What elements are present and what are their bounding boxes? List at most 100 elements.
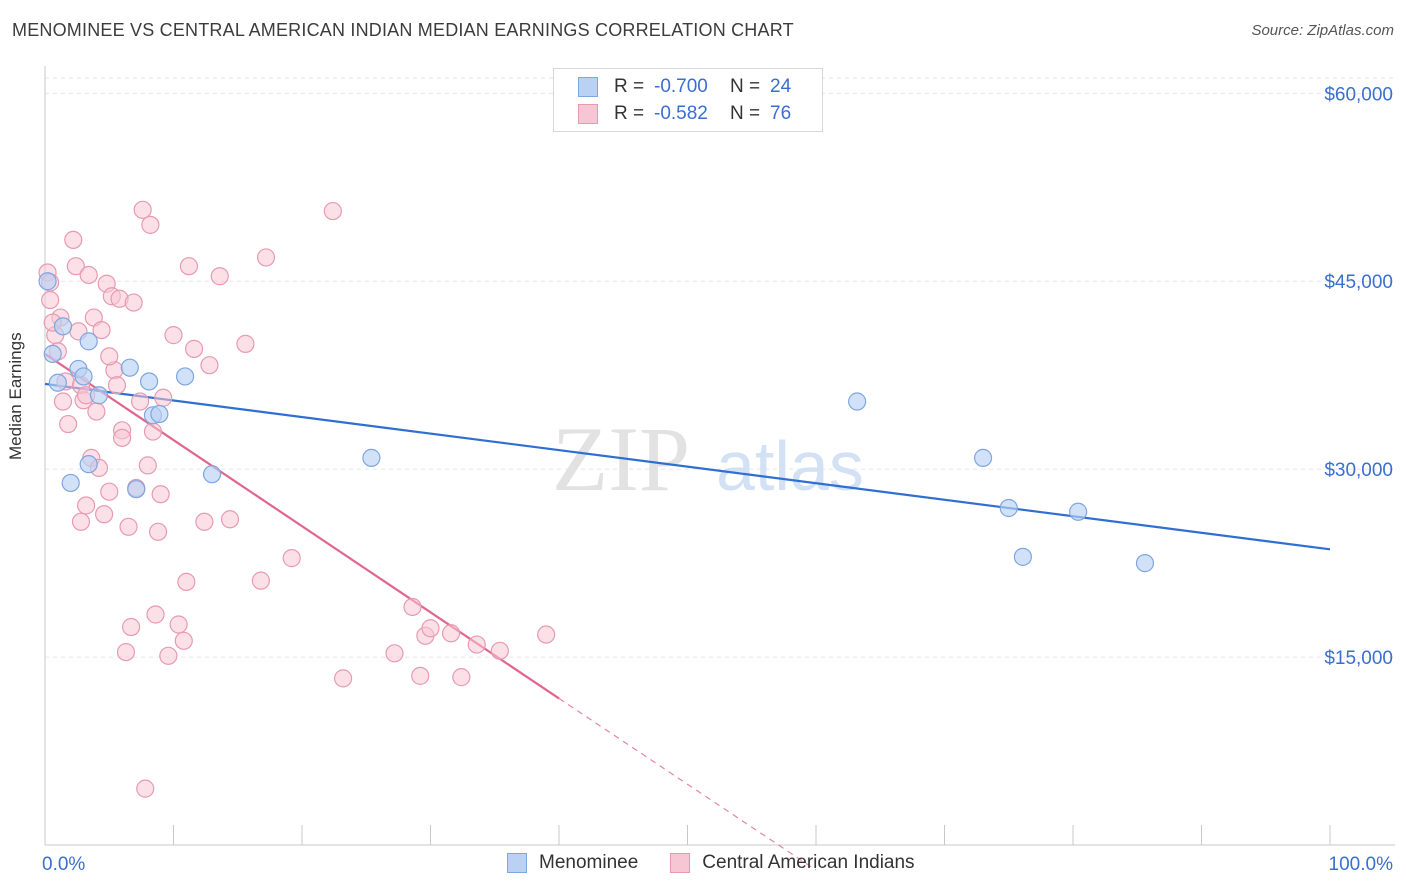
central-american-point — [119, 517, 138, 536]
central-american-point — [95, 505, 114, 524]
central-american-point — [136, 779, 155, 798]
menominee-point — [139, 372, 159, 391]
central-american-point — [146, 605, 165, 624]
central-american-point — [130, 392, 150, 411]
legend-item-menominee: Menominee — [507, 852, 638, 874]
menominee-point — [43, 344, 62, 364]
watermark-atlas: atlas — [716, 427, 864, 505]
central-american-point — [323, 201, 342, 221]
legend-n-value: 76 — [770, 103, 792, 124]
menominee-point — [150, 404, 169, 424]
central-american-point — [148, 522, 168, 541]
central-american-point — [452, 668, 471, 687]
menominee-point — [79, 455, 98, 474]
central-american-point — [220, 510, 240, 529]
central-american-point — [184, 339, 204, 358]
menominee-point — [1135, 554, 1155, 573]
legend-item-central-american-indians: Central American Indians — [670, 852, 915, 874]
central-american-point — [177, 572, 196, 592]
legend-label-menominee: Menominee — [539, 852, 639, 873]
data-points — [38, 200, 1155, 798]
central-american-point — [41, 290, 60, 310]
y-tick-label: $45,000 — [1324, 272, 1393, 293]
central-american-point — [256, 248, 276, 267]
central-american-point — [151, 485, 170, 504]
central-american-point — [467, 635, 486, 654]
central-american-point — [143, 422, 163, 441]
source-label: Source: ZipAtlas.com — [1251, 22, 1394, 39]
axes — [44, 66, 1395, 846]
y-tick-label: $15,000 — [1324, 648, 1393, 669]
legend-swatch-pink — [578, 104, 598, 124]
menominee-point — [89, 386, 109, 405]
central-american-point — [79, 265, 98, 285]
central-american-point — [133, 200, 152, 219]
legend-swatch-pink — [670, 853, 691, 873]
y-tick-label: $60,000 — [1324, 84, 1393, 105]
menominee-point — [848, 392, 867, 411]
central-american-point — [195, 512, 214, 531]
central-american-point — [100, 482, 119, 501]
menominee-point — [1069, 502, 1088, 521]
central-american-point — [251, 571, 270, 590]
central-american-point — [421, 619, 440, 638]
central-american-point — [403, 597, 422, 617]
legend-row-menominee: R = -0.700 N = 24 — [578, 74, 791, 100]
stats-legend: R = -0.700 N = 24 R = -0.582 N = 76 — [553, 68, 823, 132]
menominee-point — [61, 473, 80, 493]
central-american-point — [53, 392, 73, 411]
central-american-point — [124, 293, 143, 312]
legend-n-value: 24 — [770, 76, 792, 97]
central-american-point — [107, 376, 127, 395]
central-american-point — [236, 334, 255, 353]
series-legend: Menominee Central American Indians — [507, 852, 947, 874]
central-american-point — [169, 615, 188, 634]
menominee-point — [999, 498, 1018, 518]
y-tick-label: $30,000 — [1324, 460, 1393, 481]
central-american-point — [71, 512, 91, 531]
central-american-point — [174, 631, 193, 650]
central-american-point — [537, 625, 556, 644]
central-american-point — [210, 267, 229, 286]
menominee-point — [1013, 547, 1032, 566]
central-american-point — [138, 456, 157, 475]
central-american-point — [441, 624, 461, 643]
central-american-point — [490, 641, 509, 660]
central-american-point — [77, 496, 96, 515]
central-american-point — [411, 666, 430, 685]
central-american-point — [159, 646, 178, 665]
central-american-point — [66, 257, 85, 276]
central-american-point — [92, 320, 111, 340]
grid-lines — [45, 77, 1395, 658]
chart-title: MENOMINEE VS CENTRAL AMERICAN INDIAN MED… — [12, 20, 794, 40]
central-american-point — [141, 215, 160, 234]
legend-swatch-blue — [578, 77, 598, 97]
legend-n-label: N = — [730, 103, 761, 124]
menominee-trend-line — [44, 382, 1331, 551]
legend-r-label: R = — [614, 103, 645, 124]
tick-labels: $15,000 $30,000 $45,000 $60,000 0.0% 100.0% — [42, 84, 1393, 875]
central-american-point — [200, 356, 219, 375]
central-american-point — [116, 642, 136, 662]
menominee-point — [973, 448, 993, 467]
legend-swatch-blue — [507, 853, 527, 873]
central-american-point — [100, 347, 119, 366]
central-american-trend-extension — [558, 697, 817, 871]
menominee-point — [127, 480, 146, 499]
x-tick-label: 0.0% — [42, 854, 85, 875]
menominee-point — [48, 373, 67, 392]
legend-r-value: -0.582 — [654, 103, 708, 124]
menominee-point — [79, 332, 98, 351]
central-american-point — [385, 644, 404, 663]
y-axis-label: Median Earnings — [6, 332, 25, 460]
central-american-point — [59, 414, 78, 434]
central-american-point — [179, 257, 199, 276]
menominee-point — [120, 358, 139, 377]
legend-label-central-american-indians: Central American Indians — [702, 852, 915, 873]
menominee-point — [74, 367, 93, 386]
legend-r-value: -0.700 — [654, 76, 708, 97]
central-american-point — [334, 669, 353, 688]
central-american-point — [121, 617, 141, 637]
central-american-point — [164, 326, 183, 345]
